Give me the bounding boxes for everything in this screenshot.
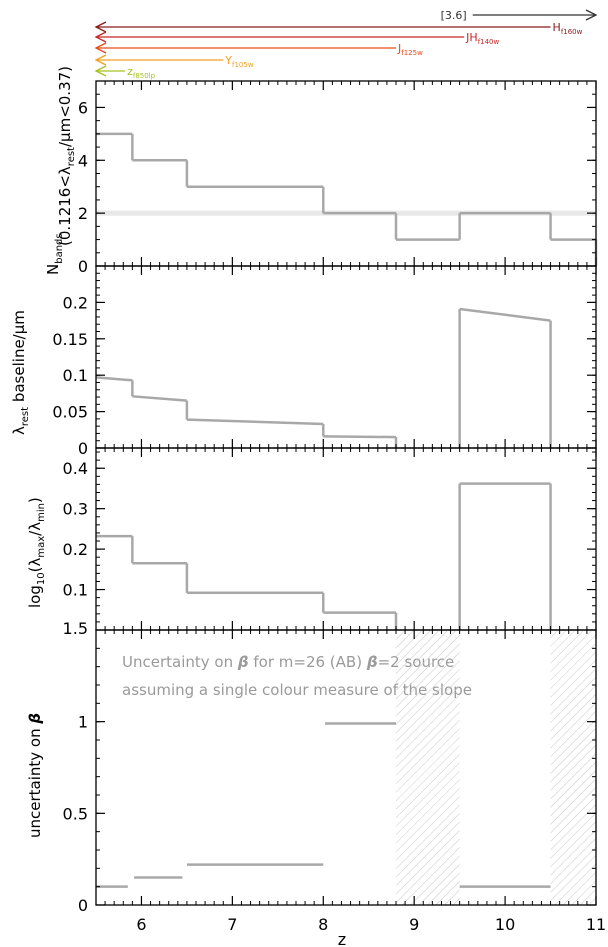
filter-arrow-head	[94, 42, 107, 54]
filter-coverage-arrows: [3.6] Hf160w JHf140w Jf125w Yf105w zf850lp	[94, 9, 598, 80]
y-tick-label-top: 1.5	[63, 619, 88, 638]
data-segment	[95, 376, 133, 382]
panel-frame	[95, 447, 597, 631]
data-segment	[186, 418, 324, 426]
xlabel: z	[338, 930, 346, 947]
filter-arrow-head	[94, 21, 107, 33]
y-tick-label: 0.2	[63, 540, 88, 559]
ylabel-nbands-note: (0.1216<λrest/μm<0.37)	[56, 66, 77, 246]
filter-label: Yf105w	[224, 54, 254, 69]
panel-frame	[95, 629, 597, 906]
y-tick-label: 0.5	[63, 804, 88, 823]
data-segment	[132, 395, 188, 402]
panel-frame	[95, 80, 597, 267]
panel-frame	[95, 265, 597, 449]
hatched-region	[396, 630, 460, 905]
y-tick-label: 0.15	[52, 330, 88, 349]
ylabel-nbands: Nbands	[44, 233, 65, 275]
y-tick-label: 0.1	[63, 366, 88, 385]
y-tick-label: 6	[78, 98, 88, 117]
y-tick-label: 0.3	[63, 500, 88, 519]
hatched-region	[550, 630, 596, 905]
filter-arrow-head	[94, 31, 107, 43]
panel-log-ratio: log10(λmax/λmin) 0.1 0.2 0.3 0.4	[26, 447, 597, 631]
y-tick-label: 0	[78, 896, 88, 915]
x-tick-label: 7	[227, 915, 237, 934]
y-tick-label: 0.1	[63, 581, 88, 600]
y-tick-label: 0	[78, 257, 88, 276]
data-segment	[459, 307, 551, 322]
filter-label: zf850lp	[127, 65, 156, 80]
y-tick-label: 1	[78, 713, 88, 732]
ylabel-beta-uncertainty: uncertainty on β	[26, 713, 44, 838]
ylabel-log-ratio: log10(λmax/λmin)	[26, 497, 47, 608]
x-tick-label: 11	[586, 915, 606, 934]
y-tick-label: 0.05	[52, 403, 88, 422]
data-segment	[323, 435, 397, 439]
panel-beta-uncertainty: uncertainty on β Uncertainty on β for m=…	[26, 619, 606, 947]
panel-baseline: λrest baseline/μm 0 0.05 0.1 0.15 0.2	[10, 265, 597, 458]
annotation-line-2: assuming a single colour measure of the …	[122, 681, 472, 699]
x-tick-label: 9	[409, 915, 419, 934]
x-tick-label: 8	[318, 915, 328, 934]
x-tick-label: 6	[136, 915, 146, 934]
filter-arrow-head	[585, 9, 598, 21]
y-tick-label: 4	[78, 151, 88, 170]
filter-label: [3.6]	[441, 9, 467, 22]
filter-label: Hf160w	[553, 21, 583, 36]
y-tick-label: 2	[78, 204, 88, 223]
y-tick-label: 0.2	[63, 293, 88, 312]
y-tick-label: 0.4	[63, 459, 88, 478]
filter-arrow-head	[94, 54, 107, 66]
x-tick-label: 10	[495, 915, 515, 934]
filter-label: JHf140w	[465, 31, 499, 46]
panel-nbands: Nbands (0.1216<λrest/μm<0.37) 0 2 4 6	[44, 66, 598, 276]
ylabel-baseline: λrest baseline/μm	[10, 310, 31, 435]
filter-label: Jf125w	[397, 42, 423, 57]
y-tick-label: 0	[78, 439, 88, 458]
filter-arrow-head	[94, 65, 107, 77]
